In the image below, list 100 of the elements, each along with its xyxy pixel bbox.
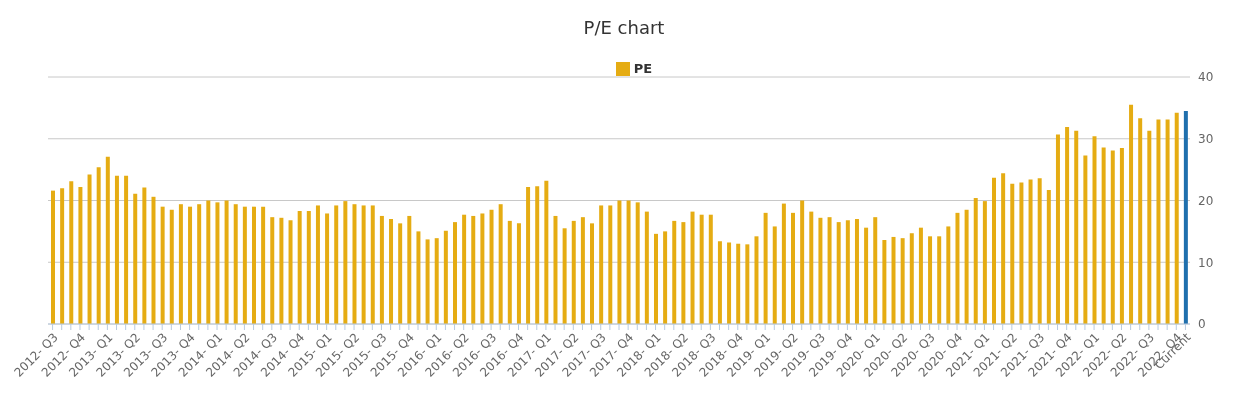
bar (800, 200, 805, 324)
bar (608, 205, 613, 324)
bar (635, 202, 640, 324)
bar (160, 206, 165, 324)
bar (315, 205, 320, 324)
bar (114, 175, 119, 324)
bar (580, 217, 585, 324)
bar (672, 220, 677, 324)
bar (754, 236, 759, 324)
bar (745, 244, 750, 324)
bar (928, 236, 933, 324)
bar (1101, 147, 1106, 324)
bar (507, 220, 512, 324)
bar (169, 209, 174, 324)
bar (1138, 118, 1143, 324)
bar (1110, 150, 1115, 324)
bar (717, 241, 722, 324)
bar (1055, 134, 1060, 324)
bar (535, 186, 540, 324)
bar (398, 223, 403, 324)
bar (571, 220, 576, 324)
bar (818, 217, 823, 324)
legend-label: PE (633, 61, 653, 76)
bar (681, 222, 686, 324)
bar (425, 239, 430, 324)
bar (1119, 148, 1124, 324)
bar (124, 175, 129, 324)
bar (882, 240, 887, 324)
bar (955, 212, 960, 324)
bar (78, 186, 83, 324)
bar (699, 214, 704, 324)
bar (224, 200, 229, 324)
bar (690, 211, 695, 324)
bar (973, 198, 978, 324)
bar (644, 211, 649, 324)
bar (992, 177, 997, 324)
bar (489, 209, 494, 324)
bar (599, 205, 604, 324)
bar (434, 238, 439, 324)
bar (352, 204, 357, 324)
bar (827, 217, 832, 324)
bar (1156, 119, 1161, 324)
bar (197, 204, 202, 324)
bar (1037, 178, 1042, 324)
bar (105, 156, 110, 324)
bar (864, 227, 869, 324)
bar (781, 203, 786, 324)
y-tick-label: 30 (1198, 132, 1214, 147)
bar (407, 215, 412, 324)
bar (60, 188, 65, 324)
bar (142, 187, 147, 324)
y-tick-label: 40 (1198, 70, 1214, 85)
bar (379, 215, 384, 324)
bar (1074, 130, 1079, 324)
bar (663, 231, 668, 324)
bar (544, 180, 549, 324)
bar (909, 233, 914, 324)
bar (791, 212, 796, 324)
bar (87, 174, 92, 324)
bar (370, 205, 375, 324)
bar (1092, 136, 1097, 324)
y-tick-label: 20 (1198, 193, 1214, 208)
bar (443, 230, 448, 324)
bar (270, 217, 275, 324)
bar (215, 202, 220, 324)
bar (480, 213, 485, 324)
bar (306, 211, 311, 324)
bar (1129, 104, 1134, 324)
bar (854, 219, 859, 324)
bar (297, 211, 302, 324)
bar (845, 220, 850, 324)
bar (233, 204, 238, 324)
bar (279, 217, 284, 324)
bar (1028, 179, 1033, 324)
bar (471, 215, 476, 324)
bar (946, 226, 951, 324)
bar (918, 227, 923, 324)
bar (1001, 173, 1006, 324)
bar (809, 211, 814, 324)
bar (133, 193, 138, 324)
bar (763, 212, 768, 324)
bar (1065, 127, 1070, 324)
bar (553, 215, 558, 324)
bar (653, 233, 658, 324)
bar (389, 219, 394, 324)
bar (178, 204, 183, 324)
bar (251, 206, 256, 324)
y-tick-label: 10 (1198, 255, 1214, 270)
bar (343, 201, 348, 324)
bar (1183, 110, 1188, 324)
bar (151, 196, 156, 324)
bar (452, 222, 457, 324)
bar (1019, 182, 1024, 324)
bar (590, 223, 595, 324)
bar (361, 205, 366, 324)
y-tick-label: 0 (1198, 317, 1206, 332)
bar (1174, 112, 1179, 324)
bar (708, 214, 713, 324)
bar (261, 206, 266, 324)
bar (462, 214, 467, 324)
